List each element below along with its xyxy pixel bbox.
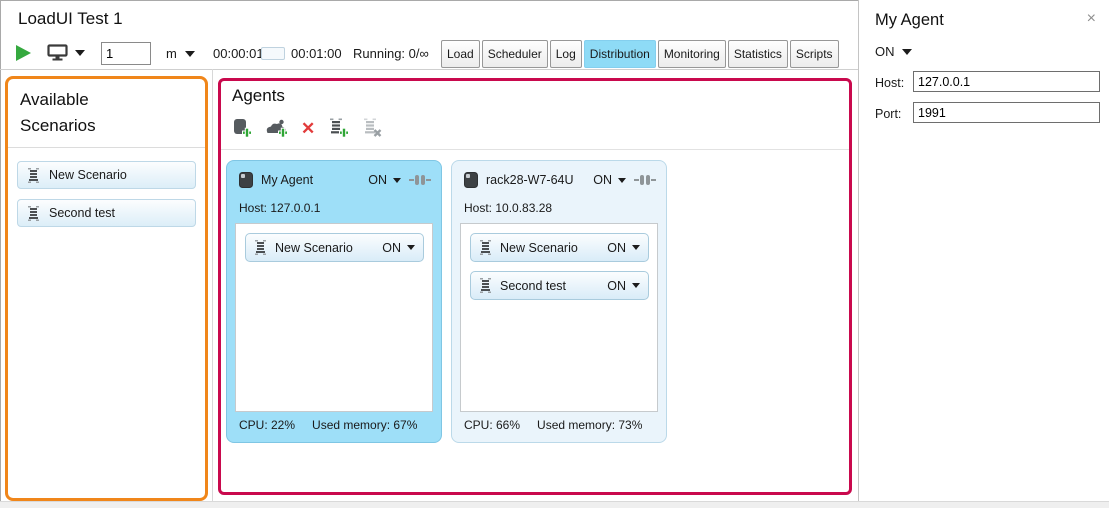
- add-cloud-agent-icon[interactable]: [265, 118, 288, 138]
- connection-plug-icon[interactable]: [634, 174, 656, 186]
- scenario-item-new-scenario[interactable]: New Scenario: [17, 161, 196, 189]
- agent-memory: Used memory: 73%: [537, 418, 643, 432]
- running-counter: Running: 0/∞: [353, 46, 429, 61]
- chevron-down-icon: [618, 177, 626, 183]
- scenario-label: New Scenario: [275, 240, 353, 255]
- agent-state-dropdown[interactable]: ON: [593, 173, 626, 187]
- agent-card-header: My Agent ON: [239, 172, 431, 188]
- window-bottom-edge: [0, 501, 1109, 508]
- chevron-down-icon: [75, 49, 85, 56]
- agent-memory: Used memory: 67%: [312, 418, 418, 432]
- inspector-state-dropdown[interactable]: ON: [875, 44, 912, 59]
- agent-card-rack28-w7-64u[interactable]: rack28-W7-64U ON Host: 10.0.83.28: [451, 160, 667, 443]
- delete-agent-icon[interactable]: ✕: [301, 118, 316, 138]
- scenario-label: Second test: [500, 278, 567, 293]
- inspector-divider: [858, 0, 859, 501]
- tab-log[interactable]: Log: [549, 40, 582, 68]
- agents-panel: Agents ✕: [218, 78, 852, 495]
- tab-distribution[interactable]: Distribution: [583, 40, 656, 68]
- add-scenario-to-all-agents-icon[interactable]: [328, 118, 350, 138]
- tab-monitoring[interactable]: Monitoring: [657, 40, 726, 68]
- agent-state-label: ON: [368, 173, 387, 187]
- project-title: LoadUI Test 1: [18, 9, 123, 28]
- toolbar-divider: [0, 69, 858, 70]
- agent-cpu: CPU: 22%: [239, 418, 296, 432]
- distribution-mode-select[interactable]: [47, 44, 85, 61]
- remove-scenario-from-all-agents-icon[interactable]: [362, 118, 383, 138]
- agent-name: rack28-W7-64U: [486, 173, 574, 187]
- scenario-state-dropdown[interactable]: ON: [607, 241, 640, 255]
- scenario-icon: [479, 278, 492, 293]
- panel-divider: [8, 147, 205, 148]
- port-label: Port:: [875, 107, 902, 121]
- elapsed-time: 00:00:01: [213, 46, 264, 61]
- agent-scenario-new-scenario[interactable]: New Scenario ON: [245, 233, 424, 262]
- run-progress-indicator: [261, 47, 285, 60]
- scenario-state-dropdown[interactable]: ON: [607, 279, 640, 293]
- play-button[interactable]: [16, 45, 31, 61]
- monitor-icon: [47, 44, 68, 61]
- agent-icon: [239, 172, 253, 188]
- agent-stats: CPU: 66% Used memory: 73%: [464, 418, 642, 432]
- close-icon[interactable]: ×: [1086, 10, 1096, 27]
- scenario-state-label: ON: [382, 240, 401, 255]
- agent-icon: [464, 172, 478, 188]
- scenario-list: New Scenario Second test: [17, 161, 196, 227]
- scenario-icon: [254, 240, 267, 255]
- host-input[interactable]: [913, 71, 1100, 92]
- inspector-state-label: ON: [875, 44, 895, 59]
- agent-host: Host: 10.0.83.28: [464, 201, 553, 215]
- chevron-down-icon: [393, 177, 401, 183]
- agent-card-header: rack28-W7-64U ON: [464, 172, 656, 188]
- agent-state-dropdown[interactable]: ON: [368, 173, 401, 187]
- tab-scripts[interactable]: Scripts: [789, 40, 839, 68]
- agent-stats: CPU: 22% Used memory: 67%: [239, 418, 417, 432]
- scenario-item-label: Second test: [49, 206, 116, 220]
- tab-statistics[interactable]: Statistics: [727, 40, 788, 68]
- scenario-state-dropdown[interactable]: ON: [382, 241, 415, 255]
- scenario-label: New Scenario: [500, 240, 578, 255]
- time-unit-select[interactable]: m: [166, 46, 195, 61]
- inspector-title: My Agent: [875, 11, 944, 29]
- time-limit: 00:01:00: [291, 46, 342, 61]
- chevron-down-icon: [632, 283, 640, 288]
- agent-scenario-new-scenario[interactable]: New Scenario ON: [470, 233, 649, 262]
- agent-card-my-agent[interactable]: My Agent ON Host: 127.0.0.1: [226, 160, 442, 443]
- available-scenarios-panel: Available Scenarios New Scenario: [5, 76, 208, 501]
- host-label: Host:: [875, 76, 905, 90]
- scenario-state-label: ON: [607, 278, 626, 293]
- scenario-item-second-test[interactable]: Second test: [17, 199, 196, 227]
- available-scenarios-title: Available Scenarios: [20, 90, 96, 135]
- agent-state-label: ON: [593, 173, 612, 187]
- scenario-icon: [27, 167, 40, 183]
- chevron-down-icon: [901, 48, 912, 55]
- main-tab-bar: Load Scheduler Log Distribution Monitori…: [441, 40, 839, 68]
- agent-scenario-list: New Scenario ON Second test: [460, 223, 658, 412]
- connection-plug-icon[interactable]: [409, 174, 431, 186]
- agent-cpu: CPU: 66%: [464, 418, 521, 432]
- add-agent-icon[interactable]: [232, 118, 252, 138]
- scenario-icon: [27, 205, 40, 221]
- port-input[interactable]: [913, 102, 1100, 123]
- panel-divider: [221, 149, 849, 150]
- scenario-item-label: New Scenario: [49, 168, 127, 182]
- agent-scenario-list: New Scenario ON: [235, 223, 433, 412]
- chevron-down-icon: [184, 50, 195, 57]
- tab-load[interactable]: Load: [441, 40, 480, 68]
- chevron-down-icon: [632, 245, 640, 250]
- agent-host: Host: 127.0.0.1: [239, 201, 321, 215]
- time-unit-label: m: [166, 46, 177, 61]
- scenario-state-label: ON: [607, 240, 626, 255]
- scenario-icon: [479, 240, 492, 255]
- agent-name: My Agent: [261, 173, 314, 187]
- agent-inspector-panel: My Agent × ON Host: Port:: [859, 0, 1109, 501]
- agents-toolbar: ✕: [232, 117, 383, 139]
- chevron-down-icon: [407, 245, 415, 250]
- run-limit-input[interactable]: [101, 42, 151, 65]
- agents-panel-title: Agents: [232, 86, 285, 105]
- agent-scenario-second-test[interactable]: Second test ON: [470, 271, 649, 300]
- tab-scheduler[interactable]: Scheduler: [481, 40, 548, 68]
- left-panel-divider: [212, 69, 213, 501]
